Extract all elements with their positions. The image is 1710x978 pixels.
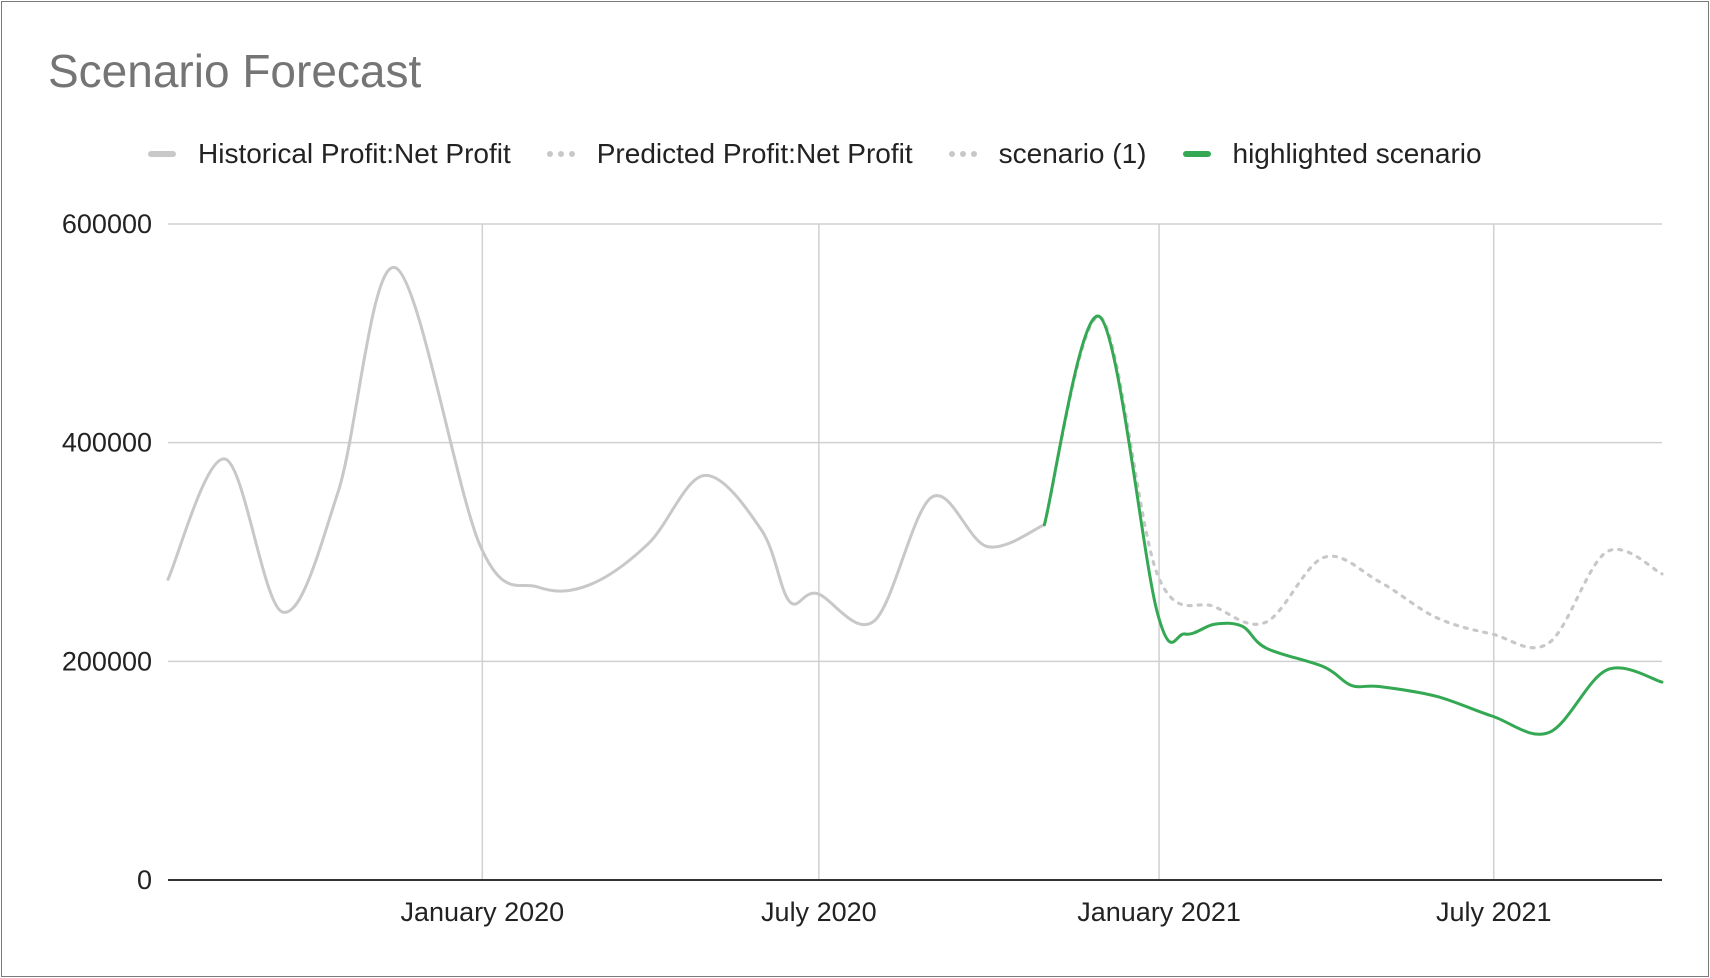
legend-label-scenario-1: scenario (1) — [998, 138, 1147, 169]
x-tick-label: January 2020 — [401, 897, 565, 927]
y-tick-label: 200000 — [62, 646, 152, 676]
y-tick-label: 600000 — [62, 209, 152, 239]
chart-legend: Historical Profit:Net Profit Predicted P… — [148, 138, 1518, 170]
x-tick-label: July 2020 — [761, 897, 877, 927]
legend-swatch-highlighted — [1182, 151, 1211, 157]
grid-lines — [168, 223, 1662, 880]
y-tick-label: 400000 — [62, 428, 152, 458]
chart-title: Scenario Forecast — [48, 45, 422, 97]
legend-label-historical: Historical Profit:Net Profit — [198, 138, 511, 169]
y-tick-label: 0 — [137, 865, 152, 895]
x-tick-label: January 2021 — [1077, 897, 1241, 927]
legend-label-highlighted: highlighted scenario — [1232, 138, 1482, 169]
legend-swatch-scenario-1 — [948, 151, 977, 157]
legend-swatch-historical — [148, 151, 176, 157]
series-lines — [166, 266, 1664, 736]
legend-swatch-predicted — [546, 151, 575, 157]
legend-item-predicted[interactable]: Predicted Profit:Net Profit — [546, 138, 913, 170]
legend-item-scenario-1[interactable]: scenario (1) — [948, 138, 1147, 170]
legend-item-highlighted[interactable]: highlighted scenario — [1182, 138, 1482, 170]
tick-labels: 600000 400000 200000 0 January 2020 July 2020… — [62, 209, 1552, 927]
x-tick-label: July 2021 — [1436, 897, 1552, 927]
legend-label-predicted: Predicted Profit:Net Profit — [596, 138, 913, 169]
series-scenario-1-line — [1042, 315, 1664, 650]
legend-item-historical[interactable]: Historical Profit:Net Profit — [148, 138, 511, 170]
series-highlighted-line — [1042, 314, 1664, 736]
series-historical-line — [166, 266, 1046, 627]
